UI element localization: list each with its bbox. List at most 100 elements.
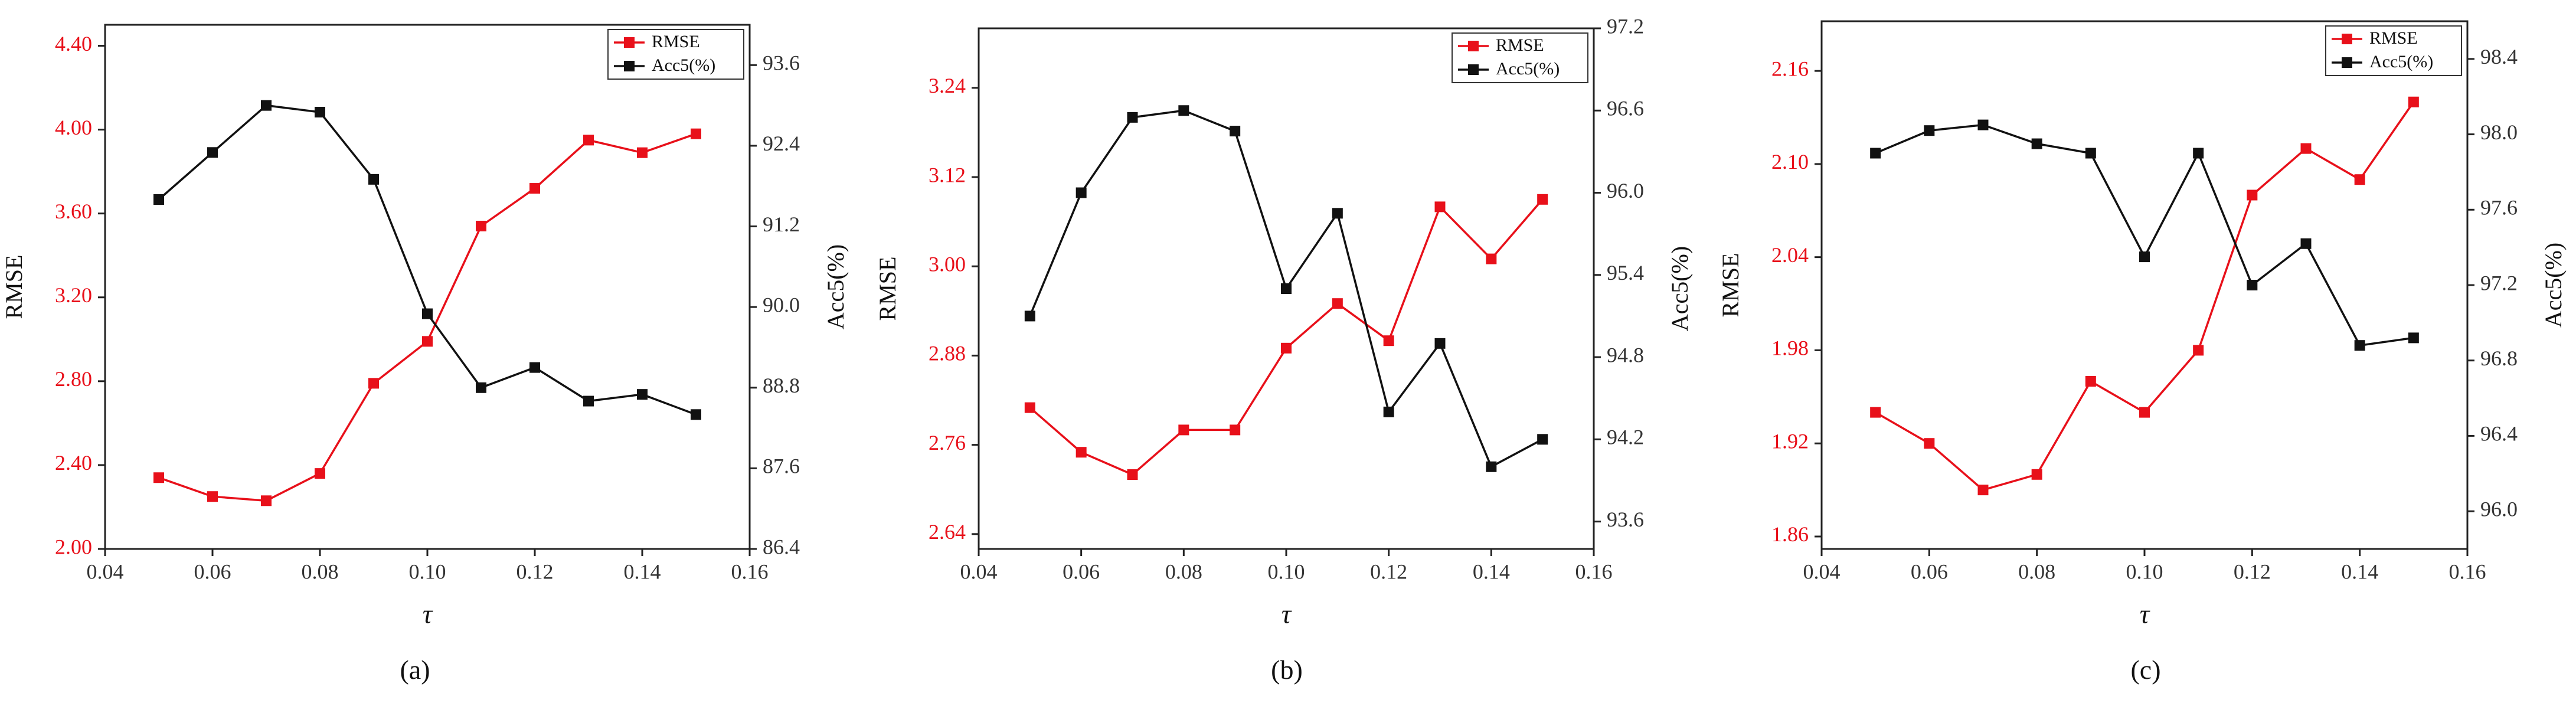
point-acc-a [153,194,164,205]
series-line-acc-c [1875,123,2414,347]
y-left-tick-label-b: 3.00 [929,252,966,276]
point-rmse-b [1486,253,1497,264]
point-rmse-c [2247,189,2258,201]
point-rmse-c [1924,438,1935,449]
x-axis-title-b: τ [1282,599,1292,629]
point-rmse-a [153,472,164,483]
chart-panel-b: 0.04 0.06 0.08 0.10 0.12 0.14 0.16 2.64 2.76 2.88… [859,0,1717,703]
point-rmse-a [261,495,272,506]
caption-c: (c) [2130,655,2161,685]
point-rmse-b [1537,194,1548,205]
x-tick-label-c: 0.06 [1911,560,1948,583]
y-left-tick-label-b: 2.88 [929,342,966,365]
legend-rmse-marker-a [624,37,635,48]
point-acc-b [1178,105,1189,116]
point-rmse-c [1977,485,1989,496]
point-acc-a [529,362,540,373]
y-right-tick-label-b: 94.2 [1607,426,1644,449]
x-tick-label-a: 0.16 [731,560,769,583]
x-tick-label-b: 0.16 [1575,560,1613,583]
point-rmse-b [1281,342,1292,354]
point-acc-c [2031,138,2042,149]
y-right-axis-title-a: Acc5(%) [822,244,849,329]
y-left-tick-label-c: 1.98 [1771,336,1809,360]
y-right-axis-title-b: Acc5(%) [1666,246,1693,331]
y-right-tick-label-c: 97.2 [2480,271,2518,295]
x-tick-label-c: 0.14 [2341,560,2378,583]
point-rmse-b [1434,201,1446,212]
point-rmse-b [1127,469,1138,480]
point-acc-b [1434,338,1446,349]
legend-acc-marker-a [624,61,635,71]
y-right-tick-label-c: 98.0 [2480,120,2518,144]
point-acc-a [368,174,379,185]
y-left-tick-label-b: 2.76 [929,431,966,455]
point-acc-b [1383,406,1394,417]
point-acc-a [315,107,325,117]
y-left-tick-label-a: 2.80 [55,367,92,391]
point-acc-a [691,409,701,420]
y-left-tick-label-a: 4.00 [55,116,92,139]
point-acc-b [1281,283,1292,294]
y-right-tick-label-c: 96.4 [2480,422,2518,446]
y-right-tick-label-a: 86.4 [763,535,800,558]
point-rmse-a [583,135,594,146]
y-right-tick-label-a: 91.2 [763,212,800,236]
chart-panel-a: 0.04 0.06 0.08 0.10 0.12 0.14 0.16 2.00 2.40 2.80… [0,0,858,703]
y-right-tick-label-b: 93.6 [1607,508,1644,531]
x-axis-title-a: τ [423,599,433,629]
legend-acc-label-b: Acc5(%) [1496,59,1560,79]
point-rmse-a [476,220,486,231]
point-acc-b [1127,112,1138,123]
x-tick-label-c: 0.16 [2449,560,2486,583]
y-left-tick-label-c: 2.04 [1771,243,1809,267]
point-acc-c [2139,251,2150,263]
x-axis-title-c: τ [2140,599,2150,629]
legend-rmse-marker-b [1468,41,1479,51]
y-right-tick-label-c: 96.8 [2480,346,2518,370]
x-tick-label-b: 0.12 [1370,560,1407,583]
y-left-tick-label-a: 3.20 [55,283,92,307]
chart-b: 0.04 0.06 0.08 0.10 0.12 0.14 0.16 2.64 2.76 2.88… [874,14,1693,629]
point-rmse-a [691,128,701,139]
point-acc-c [2085,148,2096,159]
y-right-axis-title-c: Acc5(%) [2540,243,2567,328]
x-tick-label-a: 0.14 [624,560,661,583]
x-tick-label-a: 0.06 [194,560,231,583]
series-line-rmse-b [1029,198,1544,476]
point-rmse-c [2085,376,2096,387]
point-acc-c [1870,148,1881,159]
y-left-axis-title-b: RMSE [874,257,901,321]
legend-rmse-marker-c [2342,34,2352,44]
point-rmse-a [315,468,325,479]
legend-acc-marker-c [2342,57,2352,68]
point-rmse-b [1075,447,1087,458]
y-right-tick-label-b: 96.6 [1607,97,1644,120]
x-tick-label-c: 0.10 [2126,560,2163,583]
point-acc-b [1230,126,1241,137]
x-tick-label-a: 0.04 [87,560,124,583]
x-tick-label-a: 0.08 [302,560,339,583]
y-left-tick-label-a: 2.00 [55,535,92,558]
series-line-acc-a [158,104,697,416]
point-acc-a [583,395,594,407]
y-left-tick-label-a: 2.40 [55,451,92,475]
point-acc-a [207,147,218,158]
plot-frame-c [1820,20,2469,550]
y-left-tick-label-c: 1.86 [1771,522,1809,546]
y-right-tick-label-a: 90.0 [763,293,800,316]
point-acc-c [2193,148,2204,159]
point-acc-a [637,389,648,400]
y-left-axis-title-a: RMSE [1,255,27,319]
x-tick-label-c: 0.08 [2018,560,2055,583]
point-rmse-a [207,491,218,502]
y-right-tick-label-a: 88.8 [763,374,800,397]
x-tick-label-b: 0.08 [1165,560,1202,583]
y-left-tick-label-a: 3.60 [55,200,92,223]
x-tick-label-b: 0.10 [1268,560,1305,583]
point-rmse-c [1870,407,1881,418]
point-rmse-c [2031,469,2042,480]
x-tick-label-a: 0.10 [409,560,446,583]
x-tick-label-c: 0.12 [2234,560,2271,583]
point-acc-c [2354,340,2365,351]
